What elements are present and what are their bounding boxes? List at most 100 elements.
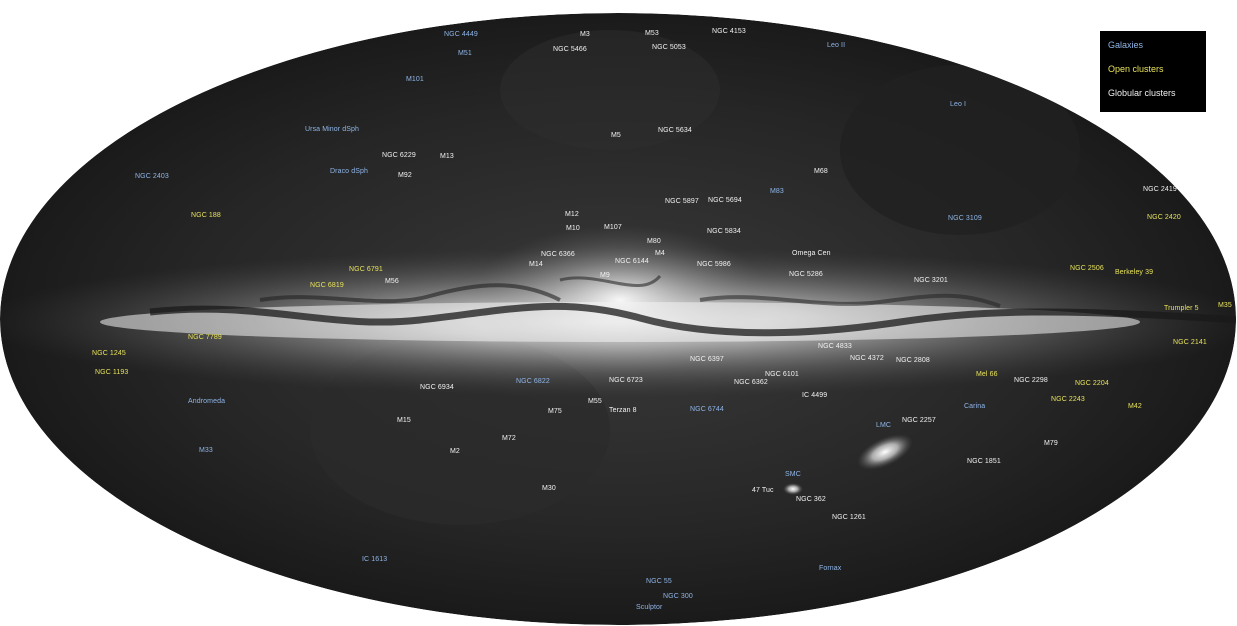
dust-lane — [699, 293, 1001, 308]
label-ngc-6101: NGC 6101 — [765, 371, 799, 378]
label-fornax: Fornax — [819, 565, 842, 572]
label-ngc-5834: NGC 5834 — [707, 228, 741, 235]
label-berkeley-39: Berkeley 39 — [1115, 269, 1154, 276]
label-ngc-3109: NGC 3109 — [948, 215, 982, 222]
label-ic-4499: IC 4499 — [802, 392, 828, 399]
dust-lane — [559, 274, 662, 287]
label-ngc-2243: NGC 2243 — [1051, 396, 1085, 403]
label-ngc-2506: NGC 2506 — [1070, 265, 1104, 272]
label-ngc-5053: NGC 5053 — [652, 44, 686, 51]
label-ngc-6723: NGC 6723 — [609, 377, 643, 384]
label-ngc-188: NGC 188 — [191, 212, 221, 219]
label-andromeda: Andromeda — [188, 398, 226, 405]
label-omega-cen: Omega Cen — [792, 250, 831, 257]
label-lmc: LMC — [876, 422, 892, 429]
label-m2: M2 — [450, 448, 460, 455]
label-m56: M56 — [385, 278, 399, 285]
label-m13: M13 — [440, 153, 454, 160]
label-ngc-6397: NGC 6397 — [690, 356, 724, 363]
label-ngc-4372: NGC 4372 — [850, 355, 884, 362]
label-m30: M30 — [542, 485, 556, 492]
label-m79: M79 — [1044, 440, 1058, 447]
label-m80: M80 — [647, 238, 661, 245]
label-ngc-2419: NGC 2419 — [1143, 186, 1177, 193]
label-ngc-2204: NGC 2204 — [1075, 380, 1109, 387]
label-m42: M42 — [1128, 403, 1142, 410]
legend: Galaxies Open clusters Globular clusters — [1100, 31, 1206, 112]
label-m92: M92 — [398, 172, 412, 179]
label-m15: M15 — [397, 417, 411, 424]
label-ngc-6229: NGC 6229 — [382, 152, 416, 159]
label-ngc-5634: NGC 5634 — [658, 127, 692, 134]
label-ngc-5286: NGC 5286 — [789, 271, 823, 278]
label-m35: M35 — [1218, 302, 1232, 309]
label-ngc-362: NGC 362 — [796, 496, 826, 503]
label-m75: M75 — [548, 408, 562, 415]
dust-lane — [259, 283, 561, 304]
milky-way-core — [100, 302, 1140, 342]
label-ngc-4449: NGC 4449 — [444, 31, 478, 38]
label-ngc-7789: NGC 7789 — [188, 334, 222, 341]
label-smc: SMC — [785, 471, 801, 478]
label-m72: M72 — [502, 435, 516, 442]
milky-way-bulge — [470, 225, 770, 375]
label-ngc-5694: NGC 5694 — [708, 197, 742, 204]
label-m5: M5 — [611, 132, 621, 139]
legend-globular-clusters: Globular clusters — [1108, 88, 1176, 98]
label-ngc-2403: NGC 2403 — [135, 173, 169, 180]
label-ngc-1851: NGC 1851 — [967, 458, 1001, 465]
label-ngc-2808: NGC 2808 — [896, 357, 930, 364]
label-ngc-2257: NGC 2257 — [902, 417, 936, 424]
label-ngc-6819: NGC 6819 — [310, 282, 344, 289]
label-47-tuc: 47 Tuc — [752, 487, 774, 494]
label-trumpler-5: Trumpler 5 — [1164, 305, 1199, 312]
label-m101: M101 — [406, 76, 424, 83]
label-ngc-6934: NGC 6934 — [420, 384, 454, 391]
legend-galaxies: Galaxies — [1108, 40, 1144, 50]
label-ngc-6366: NGC 6366 — [541, 251, 575, 258]
smc-cloud — [783, 483, 803, 495]
label-ngc-6744: NGC 6744 — [690, 406, 724, 413]
label-m83: M83 — [770, 188, 784, 195]
label-terzan-8: Terzan 8 — [609, 407, 637, 414]
label-m4: M4 — [655, 250, 665, 257]
label-ngc-5986: NGC 5986 — [697, 261, 731, 268]
label-leo-i: Leo I — [950, 101, 967, 108]
label-ngc-6822: NGC 6822 — [516, 378, 550, 385]
label-draco: Draco dSph — [330, 168, 368, 175]
lmc-cloud — [857, 434, 913, 470]
label-ngc-300: NGC 300 — [663, 593, 693, 600]
label-ngc-1245: NGC 1245 — [92, 350, 126, 357]
label-ngc-2298: NGC 2298 — [1014, 377, 1048, 384]
label-m12: M12 — [565, 211, 579, 218]
label-ngc-2420: NGC 2420 — [1147, 214, 1181, 221]
label-ngc-1261: NGC 1261 — [832, 514, 866, 521]
label-m14: M14 — [529, 261, 543, 268]
label-m55: M55 — [588, 398, 602, 405]
label-ngc-5897: NGC 5897 — [665, 198, 699, 205]
label-leo-ii: Leo II — [827, 42, 846, 49]
label-carina: Carina — [964, 403, 986, 410]
label-ngc-1193: NGC 1193 — [95, 369, 129, 376]
label-ngc-3201: NGC 3201 — [914, 277, 948, 284]
legend-open-clusters: Open clusters — [1108, 64, 1164, 74]
label-m9: M9 — [600, 272, 610, 279]
label-m53: M53 — [645, 30, 659, 37]
label-ngc-6362: NGC 6362 — [734, 379, 768, 386]
scan-pattern — [840, 65, 1080, 235]
label-ngc-4833: NGC 4833 — [818, 343, 852, 350]
label-ngc-6144: NGC 6144 — [615, 258, 649, 265]
label-m3: M3 — [580, 31, 590, 38]
label-m33: M33 — [199, 447, 213, 454]
label-ursa-minor: Ursa Minor dSph — [305, 126, 360, 133]
label-ngc-4153: NGC 4153 — [712, 28, 746, 35]
label-m10: M10 — [566, 225, 580, 232]
label-mel-66: Mel 66 — [976, 371, 998, 378]
label-ic-1613: IC 1613 — [362, 556, 388, 563]
label-ngc-5466: NGC 5466 — [553, 46, 587, 53]
label-m68: M68 — [814, 168, 828, 175]
dust-lane — [149, 302, 1236, 337]
label-ngc-6791: NGC 6791 — [349, 266, 383, 273]
label-sculptor: Sculptor — [636, 604, 663, 611]
